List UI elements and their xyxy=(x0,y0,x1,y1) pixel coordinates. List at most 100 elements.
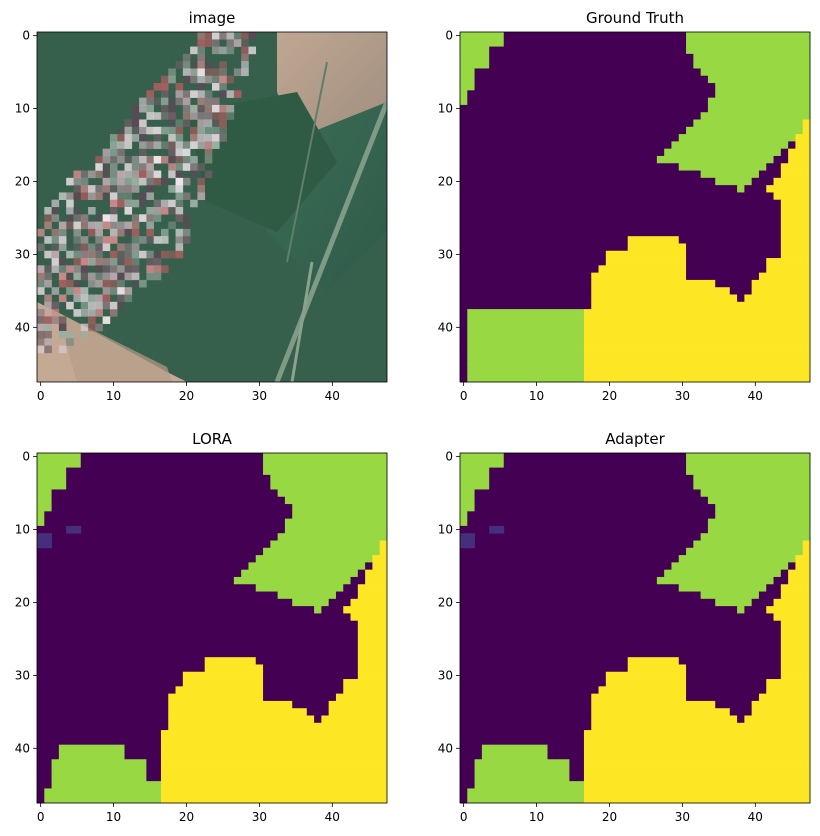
image-pixel xyxy=(66,287,74,295)
image-pixel xyxy=(146,207,154,215)
heatmap-cell xyxy=(569,759,585,767)
panel-title: image xyxy=(189,9,236,27)
image-pixel xyxy=(51,258,60,266)
image-pixel xyxy=(204,90,213,98)
x-tick-label: 30 xyxy=(675,389,690,403)
image-pixel xyxy=(146,228,154,237)
image-pixel xyxy=(88,250,96,259)
heatmap-cell xyxy=(460,540,694,549)
image-pixel xyxy=(168,141,176,149)
image-pixel xyxy=(95,236,103,244)
image-pixel xyxy=(124,228,133,237)
image-pixel xyxy=(58,345,67,354)
heatmap-cell xyxy=(729,708,753,716)
image-pixel xyxy=(117,243,125,252)
image-pixel xyxy=(153,250,162,259)
image-pixel xyxy=(190,112,198,120)
heatmap-cell xyxy=(460,584,680,592)
heatmap-cell xyxy=(460,700,592,709)
image-pixel xyxy=(102,236,111,244)
image-pixel xyxy=(175,90,184,98)
heatmap-cell xyxy=(460,272,592,281)
image-pixel xyxy=(139,104,147,113)
heatmap-cell xyxy=(460,744,483,753)
image-pixel xyxy=(175,170,184,179)
image-pixel xyxy=(102,287,111,295)
image-pixel xyxy=(95,243,103,252)
image-pixel xyxy=(153,83,162,91)
image-pixel xyxy=(219,126,227,135)
image-pixel xyxy=(131,170,140,179)
image-pixel xyxy=(58,323,67,332)
heatmap-cell xyxy=(686,679,767,687)
x-tick-label: 40 xyxy=(748,810,763,824)
image-pixel xyxy=(204,170,213,179)
image-pixel xyxy=(168,185,176,193)
image-pixel xyxy=(212,134,220,142)
heatmap-cell xyxy=(751,708,811,716)
heatmap-cell xyxy=(795,555,811,563)
heatmap-cell xyxy=(467,540,475,549)
heatmap-cell xyxy=(263,547,381,556)
heatmap-cell xyxy=(773,598,811,607)
heatmap-cell xyxy=(693,53,811,62)
image-pixel xyxy=(153,97,162,106)
heatmap-cell xyxy=(686,664,782,673)
image-pixel xyxy=(109,207,118,215)
image-pixel xyxy=(212,46,220,55)
image-pixel xyxy=(124,250,133,259)
heatmap-cell xyxy=(37,766,52,775)
image-pixel xyxy=(37,345,45,354)
image-pixel xyxy=(102,155,111,164)
image-pixel xyxy=(219,46,227,55)
heatmap-cell xyxy=(474,75,709,84)
image-pixel xyxy=(88,309,96,317)
image-pixel xyxy=(212,68,220,77)
image-pixel xyxy=(182,148,191,157)
heatmap-cell xyxy=(460,32,505,40)
heatmap-cell xyxy=(744,715,811,724)
heatmap-cell xyxy=(255,555,373,563)
image-pixel xyxy=(66,250,74,259)
image-pixel xyxy=(139,126,147,135)
heatmap-cell xyxy=(37,628,359,636)
heatmap-cell xyxy=(146,773,162,782)
heatmap-cell xyxy=(751,598,774,607)
heatmap-cell xyxy=(780,642,811,651)
heatmap-cell xyxy=(37,533,279,541)
image-pixel xyxy=(160,228,169,237)
heatmap-cell xyxy=(460,489,475,498)
heatmap-cell xyxy=(460,170,702,179)
heatmap-cell xyxy=(460,323,468,332)
image-pixel xyxy=(37,287,45,295)
image-pixel xyxy=(160,250,169,259)
image-pixel xyxy=(95,301,103,310)
heatmap-cell xyxy=(707,97,811,106)
image-pixel xyxy=(102,272,111,281)
heatmap-cell xyxy=(460,141,672,150)
heatmap-cell xyxy=(707,104,811,113)
image-pixel xyxy=(146,214,154,222)
panel-title: LORA xyxy=(192,430,232,448)
image-pixel xyxy=(241,32,249,40)
heatmap-cell xyxy=(460,795,468,804)
heatmap-cell xyxy=(802,126,811,135)
image-pixel xyxy=(73,214,82,222)
heatmap-cell xyxy=(357,649,388,658)
heatmap-cell xyxy=(788,141,796,150)
heatmap-cell xyxy=(58,751,125,760)
image-pixel xyxy=(124,192,133,201)
heatmap-cell xyxy=(751,287,811,295)
heatmap-cell xyxy=(160,788,388,797)
image-pixel xyxy=(80,309,89,317)
image-pixel xyxy=(146,126,154,135)
heatmap-cell xyxy=(357,569,366,578)
heatmap-cell xyxy=(460,185,738,193)
image-pixel xyxy=(197,119,206,128)
image-pixel xyxy=(160,236,169,244)
image-pixel xyxy=(204,119,213,128)
image-pixel xyxy=(197,134,206,142)
image-pixel xyxy=(168,104,176,113)
image-pixel xyxy=(58,192,67,201)
image-pixel xyxy=(182,228,191,237)
